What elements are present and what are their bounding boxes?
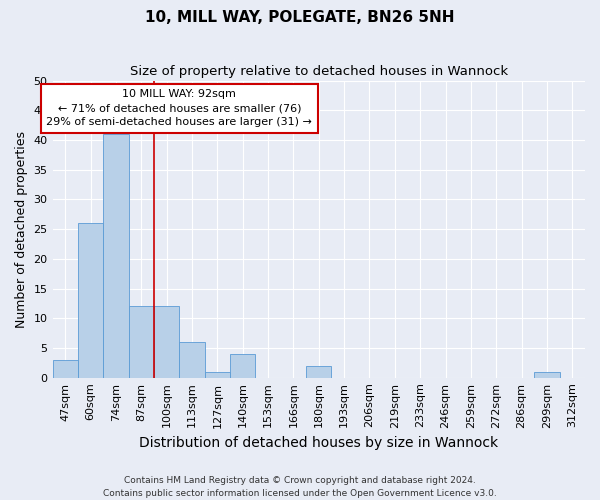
- Bar: [534, 372, 560, 378]
- Y-axis label: Number of detached properties: Number of detached properties: [15, 130, 28, 328]
- Bar: [205, 372, 230, 378]
- Text: 10, MILL WAY, POLEGATE, BN26 5NH: 10, MILL WAY, POLEGATE, BN26 5NH: [145, 10, 455, 25]
- Bar: [154, 306, 179, 378]
- Bar: [179, 342, 205, 378]
- Bar: [103, 134, 128, 378]
- Bar: [78, 223, 103, 378]
- X-axis label: Distribution of detached houses by size in Wannock: Distribution of detached houses by size …: [139, 436, 499, 450]
- Bar: [53, 360, 78, 378]
- Text: Contains HM Land Registry data © Crown copyright and database right 2024.
Contai: Contains HM Land Registry data © Crown c…: [103, 476, 497, 498]
- Bar: [230, 354, 256, 378]
- Bar: [306, 366, 331, 378]
- Text: 10 MILL WAY: 92sqm
← 71% of detached houses are smaller (76)
29% of semi-detache: 10 MILL WAY: 92sqm ← 71% of detached hou…: [46, 90, 312, 128]
- Title: Size of property relative to detached houses in Wannock: Size of property relative to detached ho…: [130, 65, 508, 78]
- Bar: [128, 306, 154, 378]
